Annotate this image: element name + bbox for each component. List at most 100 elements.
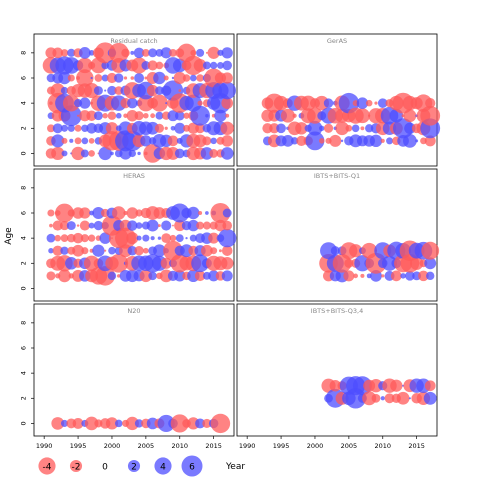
- residual-bubble: [170, 125, 176, 131]
- residual-bubble: [174, 148, 185, 159]
- residual-bubble: [79, 220, 90, 231]
- residual-bubble: [421, 241, 440, 260]
- legend-label: 4: [160, 463, 166, 473]
- residual-bubble: [67, 48, 76, 57]
- residual-bubble: [127, 97, 138, 109]
- residual-bubble: [292, 113, 297, 118]
- residual-bubble: [114, 86, 124, 95]
- legend: -4 -2 0 2 4 6: [38, 455, 203, 477]
- x-axis-label: Year: [225, 462, 245, 472]
- residual-bubble: [193, 59, 207, 72]
- residual-bubble: [52, 245, 63, 256]
- residual-bubble: [146, 121, 160, 135]
- residual-bubble: [175, 234, 184, 243]
- residual-bubble: [79, 207, 91, 219]
- y-tick-label: 4: [20, 236, 28, 240]
- residual-bubble: [196, 221, 205, 230]
- residual-bubble: [143, 112, 149, 119]
- residual-bubble: [167, 110, 179, 122]
- residual-bubble: [217, 61, 224, 69]
- residual-bubble: [72, 417, 84, 429]
- residual-bubble: [110, 151, 114, 156]
- legend-bubble: [38, 457, 56, 475]
- residual-bubble: [164, 126, 168, 130]
- y-tick-label: 0: [20, 286, 28, 290]
- residual-bubble: [128, 149, 136, 158]
- residual-bubble: [214, 219, 227, 232]
- residual-bubble: [269, 123, 280, 134]
- residual-bubble: [61, 150, 68, 157]
- y-tick-label: 2: [20, 126, 28, 130]
- residual-bubble: [424, 135, 436, 147]
- panels-group: Residual catch 0 2 4 6 8 GerAS HERAS 0 2 4 6 8 IBTS+B…: [20, 33, 441, 450]
- residual-bubble: [88, 150, 95, 157]
- panel-title: IBTS+BITS-Q1: [314, 172, 360, 180]
- residual-bubble: [320, 242, 338, 260]
- residual-bubble: [426, 271, 435, 281]
- residual-bubble: [107, 85, 117, 96]
- residual-bubble: [201, 244, 213, 257]
- residual-bubble: [400, 273, 406, 279]
- residual-bubble: [390, 379, 403, 392]
- residual-bubble: [81, 137, 89, 145]
- residual-bubble: [174, 219, 186, 232]
- residual-bubble: [93, 111, 103, 121]
- panel-frame: [33, 33, 235, 167]
- x-tick-label: 2000: [307, 442, 324, 450]
- residual-bubble: [174, 270, 186, 282]
- residual-bubble: [141, 61, 151, 70]
- residual-bubble: [424, 380, 436, 392]
- residual-bubble: [190, 105, 211, 126]
- y-tick-label: 0: [20, 151, 28, 155]
- residual-bubble: [167, 135, 179, 147]
- residual-bubble: [72, 244, 84, 257]
- residual-bubble: [84, 83, 100, 99]
- residual-bubble: [222, 60, 233, 71]
- residual-bubble: [142, 234, 150, 242]
- residual-bubble: [420, 105, 441, 126]
- residual-bubble: [161, 233, 172, 244]
- x-tick-label: 2010: [171, 442, 188, 450]
- panel-frame: [33, 303, 235, 437]
- residual-bubble: [150, 94, 168, 112]
- residual-bubble: [86, 122, 97, 134]
- residual-bubble: [384, 393, 395, 404]
- residual-bubble: [157, 414, 175, 433]
- legend-label: 2: [131, 463, 137, 473]
- residual-bubble: [80, 234, 89, 243]
- x-tick-label: 1995: [70, 442, 87, 450]
- residual-bubble: [296, 135, 307, 146]
- residual-bubble: [121, 48, 130, 58]
- residual-bubble: [126, 207, 139, 219]
- residual-bubble: [221, 270, 233, 282]
- residual-bubble: [155, 111, 164, 120]
- residual-bubble: [88, 138, 95, 144]
- residual-bubble: [170, 414, 189, 433]
- residual-bubble: [106, 72, 118, 84]
- residual-bubble: [46, 271, 56, 281]
- residual-bubble: [146, 219, 159, 232]
- residual-bubble: [408, 397, 411, 400]
- panel: Residual catch 0 2 4 6 8: [20, 33, 236, 167]
- y-tick-label: 8: [20, 51, 28, 55]
- residual-bubble: [98, 146, 112, 161]
- residual-bubble: [415, 139, 419, 143]
- residual-bubble: [404, 122, 416, 134]
- y-tick-label: 6: [20, 346, 28, 350]
- legend-bubble: [127, 459, 141, 473]
- residual-bubble: [202, 61, 211, 70]
- residual-bubble: [160, 257, 172, 269]
- residual-bubble: [51, 417, 65, 430]
- residual-bubble: [191, 254, 209, 273]
- residual-bubble: [171, 76, 175, 80]
- residual-bubble: [153, 71, 166, 85]
- y-tick-label: 8: [20, 186, 28, 190]
- residual-bubble: [49, 223, 53, 228]
- residual-bubble: [108, 42, 129, 63]
- residual-bubble: [134, 419, 144, 428]
- residual-bubble: [345, 124, 353, 132]
- residual-bubble: [189, 234, 197, 242]
- residual-bubble: [209, 61, 218, 70]
- residual-bubble: [343, 270, 355, 282]
- residual-bubble: [187, 206, 200, 220]
